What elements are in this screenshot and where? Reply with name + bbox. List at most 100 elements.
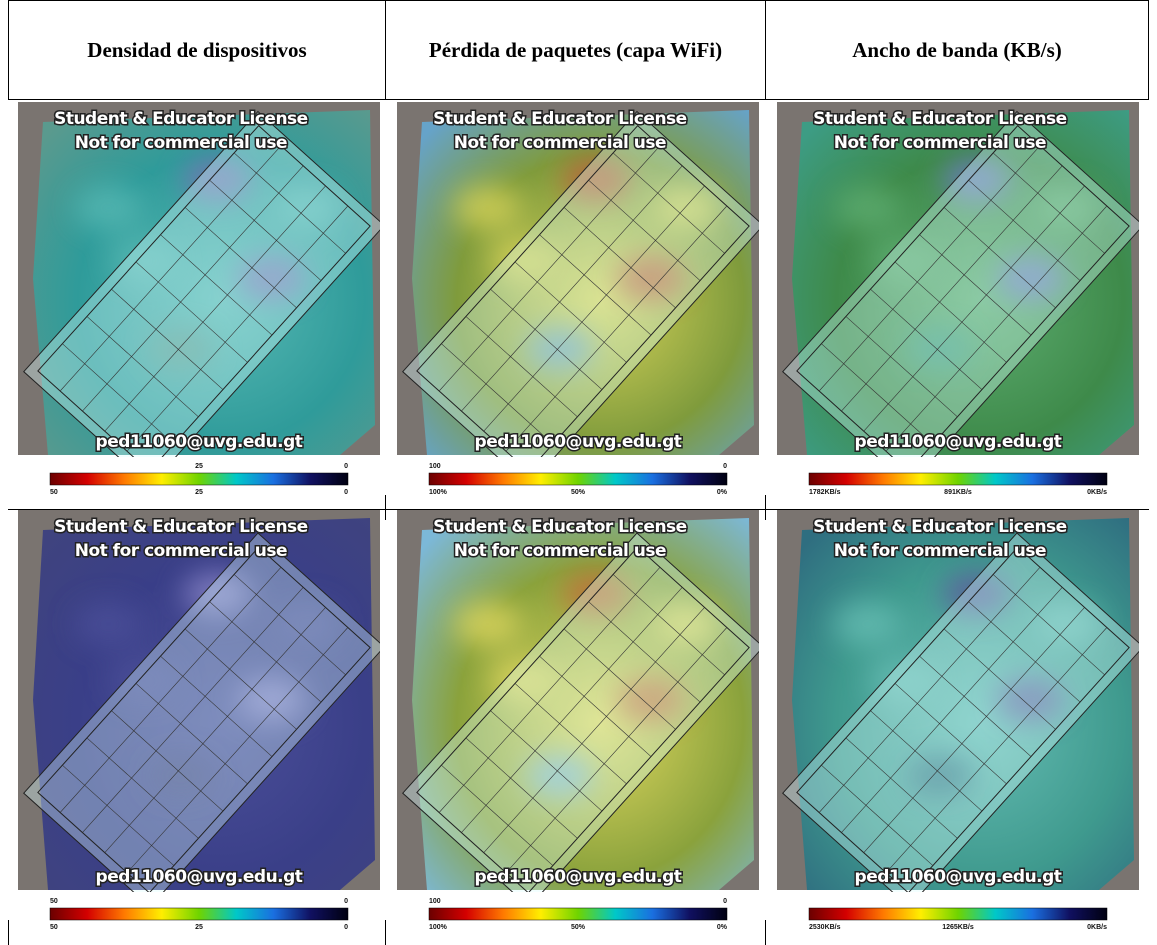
table-border bbox=[385, 495, 386, 520]
floor-overlay bbox=[23, 532, 380, 908]
plan-line bbox=[490, 288, 603, 390]
email-text: ped11060@uvg.edu.gt bbox=[96, 867, 303, 887]
colorbar-bottom-label: 0KB/s bbox=[1087, 924, 1107, 931]
plan-line bbox=[894, 683, 1007, 785]
plan-line bbox=[461, 165, 683, 412]
heat-spot bbox=[1032, 185, 1101, 230]
plan-line bbox=[483, 185, 705, 432]
plan-line bbox=[82, 165, 304, 412]
plan-line bbox=[209, 179, 322, 281]
colorbar-bottom-label: 2530KB/s bbox=[809, 924, 841, 931]
plan-line bbox=[465, 737, 578, 839]
table-border bbox=[8, 0, 9, 100]
plan-line bbox=[539, 234, 652, 336]
floor-overlay bbox=[23, 110, 380, 487]
table-border bbox=[765, 495, 766, 520]
table-border bbox=[8, 99, 1149, 100]
plan-line bbox=[821, 764, 934, 866]
colorbar-bottom-label: 25 bbox=[195, 489, 203, 496]
floor-plan bbox=[782, 110, 1139, 487]
plan-line bbox=[461, 587, 683, 833]
plan-line bbox=[126, 205, 349, 452]
colorbar-top-label: 100 bbox=[429, 898, 441, 905]
email-text: ped11060@uvg.edu.gt bbox=[475, 432, 682, 452]
colorbar-bottom-label: 50 bbox=[50, 489, 58, 496]
watermark-text: Student & Educator License bbox=[433, 109, 687, 129]
plan-line bbox=[818, 567, 1041, 813]
heat-spot bbox=[996, 678, 1065, 722]
plan-line bbox=[86, 316, 199, 418]
column-header: Ancho de banda (KB/s) bbox=[852, 38, 1062, 62]
plan-line bbox=[438, 567, 661, 813]
plan-line bbox=[505, 627, 728, 873]
colorbar-bottom-label: 50% bbox=[571, 924, 586, 931]
plan-line bbox=[59, 567, 282, 813]
colorbar-top-label: 0 bbox=[344, 898, 348, 905]
plan-line bbox=[62, 764, 175, 866]
watermark-text: Not for commercial use bbox=[75, 541, 287, 561]
heat-spot bbox=[652, 185, 721, 230]
email-text: ped11060@uvg.edu.gt bbox=[855, 432, 1062, 452]
plan-line bbox=[135, 261, 248, 363]
plan-line bbox=[209, 601, 322, 703]
plan-line bbox=[82, 587, 304, 833]
colorbar-bottom-label: 100% bbox=[429, 924, 448, 931]
plan-line bbox=[490, 710, 603, 812]
heat-spot bbox=[237, 678, 306, 722]
heat-spot bbox=[74, 185, 143, 230]
floor-plan bbox=[782, 532, 1139, 908]
column-header: Pérdida de paquetes (capa WiFi) bbox=[428, 38, 723, 62]
colorbar-top-label: 25 bbox=[195, 463, 203, 470]
plan-line bbox=[563, 628, 676, 730]
floor-outline bbox=[416, 546, 750, 894]
heat-spot bbox=[453, 185, 522, 230]
plan-line bbox=[588, 601, 701, 703]
plan-line bbox=[992, 574, 1105, 676]
plan-line bbox=[845, 737, 958, 839]
floor-plan bbox=[23, 110, 380, 487]
floor-overlay bbox=[782, 110, 1139, 487]
heat-spot bbox=[273, 185, 342, 230]
plan-line bbox=[483, 607, 705, 853]
heatmap-image: Student & Educator License Not for commer… bbox=[777, 102, 1139, 503]
colorbar-top-label: 50 bbox=[50, 898, 58, 905]
plan-line bbox=[62, 343, 175, 445]
colorbar bbox=[808, 907, 1108, 921]
plan-line bbox=[943, 628, 1056, 730]
plan-line bbox=[863, 185, 1085, 432]
floor-plan bbox=[402, 532, 759, 908]
colorbar-bottom-label: 0KB/s bbox=[1087, 489, 1107, 496]
plan-line bbox=[870, 288, 983, 390]
heat-spot bbox=[833, 185, 902, 230]
colorbar-bottom-label: 0 bbox=[344, 489, 348, 496]
plan-line bbox=[514, 261, 627, 363]
plan-line bbox=[821, 343, 934, 445]
plan-line bbox=[588, 179, 701, 281]
plan-line bbox=[465, 316, 578, 418]
email-text: ped11060@uvg.edu.gt bbox=[96, 432, 303, 452]
heat-spot bbox=[74, 602, 143, 646]
heat-spot bbox=[273, 602, 342, 646]
floor-outline bbox=[37, 546, 371, 894]
colorbar-bottom-label: 25 bbox=[195, 924, 203, 931]
heat-spot bbox=[525, 327, 594, 372]
heat-spot bbox=[905, 327, 974, 372]
plan-line bbox=[184, 628, 297, 730]
heatmap-image: Student & Educator License Not for commer… bbox=[18, 510, 380, 938]
plan-line bbox=[885, 205, 1108, 452]
floor-overlay bbox=[402, 110, 759, 487]
watermark-text: Student & Educator License bbox=[433, 517, 687, 537]
column-header: Densidad de dispositivos bbox=[87, 38, 307, 62]
colorbar bbox=[428, 472, 728, 486]
colorbar-top-label: 0 bbox=[723, 898, 727, 905]
heatmap-image: Student & Educator License Not for commer… bbox=[18, 102, 380, 503]
watermark-text: Student & Educator License bbox=[813, 109, 1067, 129]
colorbar-bottom-label: 50 bbox=[50, 924, 58, 931]
plan-line bbox=[184, 207, 297, 309]
colorbar-bottom-label: 100% bbox=[429, 489, 448, 496]
colorbar-bottom-label: 0% bbox=[717, 924, 728, 931]
heat-spot bbox=[616, 256, 685, 301]
plan-line bbox=[160, 234, 273, 336]
plan-line bbox=[943, 207, 1056, 309]
watermark-text: Student & Educator License bbox=[54, 517, 308, 537]
